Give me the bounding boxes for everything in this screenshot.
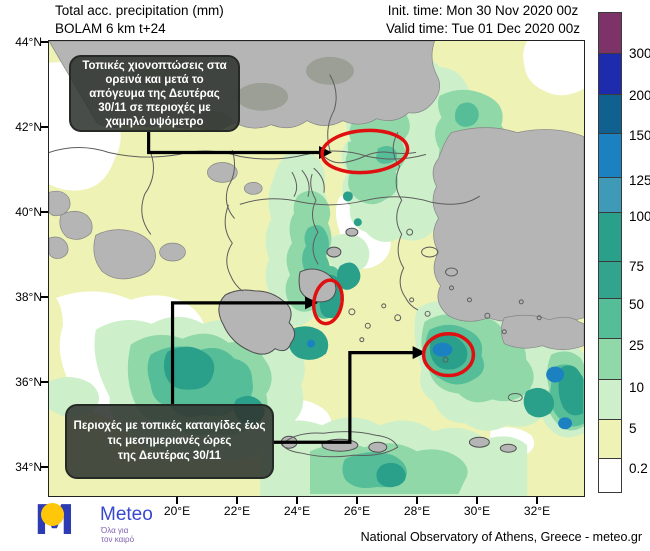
lat-tick xyxy=(41,296,48,298)
colorbar-segment xyxy=(598,94,622,134)
arrow-head-icon xyxy=(305,296,318,310)
lon-label: 32°E xyxy=(523,504,551,518)
lon-tick xyxy=(476,497,478,504)
lat-label: 38°N xyxy=(15,290,42,304)
colorbar-segment xyxy=(598,212,622,262)
annotation-box-storm: Περιοχές με τοπικές καταιγίδες έως τις με… xyxy=(65,404,274,479)
meteo-logo-tagline-line1: Όλα για xyxy=(101,526,129,535)
colorbar-label: 75 xyxy=(629,259,645,275)
lon-label: 24°E xyxy=(283,504,311,518)
annotation-line: Τοπικές χιονοπτώσεις στα xyxy=(82,59,227,72)
colorbar-segment xyxy=(598,338,622,380)
highlight-ellipse-north xyxy=(320,128,410,175)
colorbar-segment xyxy=(598,12,622,54)
gray-landmasses xyxy=(218,227,517,453)
lat-tick xyxy=(41,126,48,128)
lat-tick xyxy=(41,381,48,383)
lon-label: 22°E xyxy=(223,504,251,518)
meteo-logo-tagline-line2: τον καιρό xyxy=(101,535,135,544)
colorbar: 300 200 150 125 100 75 50 25 10 5 0.2 xyxy=(598,12,650,493)
annotation-line: χαμηλό υψόμετρο xyxy=(105,115,204,128)
colorbar-label: 300 xyxy=(629,46,650,62)
lat-label: 44°N xyxy=(15,35,42,49)
lon-tick xyxy=(356,497,358,504)
highlight-ellipses xyxy=(311,128,476,378)
annotation-line: ορεινά και μετά το xyxy=(105,73,204,86)
colorbar-segment xyxy=(598,458,622,493)
lon-label: 28°E xyxy=(403,504,431,518)
highlight-ellipse-attica xyxy=(311,278,344,326)
lat-label: 40°N xyxy=(15,205,42,219)
colorbar-label: 150 xyxy=(629,128,650,144)
lat-label: 42°N xyxy=(15,120,42,134)
lon-tick xyxy=(176,497,178,504)
annotation-line: 30/11 σε περιοχές με xyxy=(98,101,211,114)
colorbar-segment xyxy=(598,379,622,420)
map-title-block: Total acc. precipitation (mm) BOLAM 6 km… xyxy=(55,2,224,37)
annotation-box-storm-text: Περιοχές με τοπικές καταιγίδες έως τις με… xyxy=(73,419,266,464)
lon-label: 20°E xyxy=(163,504,191,518)
lat-label: 36°N xyxy=(15,375,42,389)
lon-label: 30°E xyxy=(463,504,491,518)
meteo-logo-sun-icon xyxy=(41,503,64,526)
arrow-storm-east xyxy=(273,351,414,444)
lon-tick xyxy=(416,497,418,504)
arrow-head-icon xyxy=(412,346,426,360)
lat-tick xyxy=(41,466,48,468)
model-subtitle: BOLAM 6 km t+24 xyxy=(55,20,166,36)
colorbar-segment xyxy=(598,133,622,178)
valid-time: Valid time: Tue 01 Dec 2020 00z xyxy=(385,20,581,36)
arrow-storm-west xyxy=(170,301,307,406)
annotation-line: τις μεσημεριανές ώρες xyxy=(107,435,232,447)
credit-text: National Observatory of Athens, Greece -… xyxy=(360,530,642,544)
colorbar-segment xyxy=(598,298,622,339)
init-time: Init. time: Mon 30 Nov 2020 00z xyxy=(387,3,579,18)
highlight-ellipse-southeast xyxy=(421,331,476,378)
lat-tick xyxy=(41,211,48,213)
colorbar-segment xyxy=(598,261,622,299)
colorbar-label: 200 xyxy=(629,88,650,104)
page-title: Total acc. precipitation (mm) xyxy=(55,3,224,18)
colorbar-label: 100 xyxy=(629,209,650,225)
colorbar-label: 50 xyxy=(629,297,645,313)
colorbar-segment xyxy=(598,53,622,95)
colorbar-label: 10 xyxy=(629,380,645,396)
colorbar-label: 125 xyxy=(629,173,650,189)
arrow-snow xyxy=(147,131,320,155)
annotation-line: Περιοχές με τοπικές καταιγίδες έως xyxy=(73,420,266,432)
colorbar-segment xyxy=(598,419,622,459)
meteo-logo: M Meteo Όλα για τον καιρό xyxy=(28,496,168,551)
annotation-line: απόγευμα της Δευτέρας xyxy=(89,87,220,100)
lon-tick xyxy=(536,497,538,504)
lon-tick xyxy=(296,497,298,504)
colorbar-label: 0.2 xyxy=(629,461,648,477)
colorbar-label: 25 xyxy=(629,338,645,354)
colorbar-segment xyxy=(598,177,622,213)
meteo-logo-name: Meteo xyxy=(100,504,153,525)
lat-tick xyxy=(41,41,48,43)
coastlines-borders xyxy=(49,74,542,458)
annotation-box-snow-text: Τοπικές χιονοπτώσεις στα ορεινά και μετά … xyxy=(75,59,234,129)
lon-label: 26°E xyxy=(343,504,371,518)
lat-label: 34°N xyxy=(15,460,42,474)
annotation-arrows xyxy=(147,131,414,444)
meteo-logo-tagline: Όλα για τον καιρό xyxy=(101,526,134,544)
annotation-box-snow: Τοπικές χιονοπτώσεις στα ορεινά και μετά … xyxy=(69,55,240,132)
lon-tick xyxy=(236,497,238,504)
annotation-line: της Δευτέρας 30/11 xyxy=(117,450,222,462)
colorbar-label: 5 xyxy=(629,421,637,437)
precip-extreme-areas xyxy=(307,339,573,430)
time-block: Init. time: Mon 30 Nov 2020 00z Valid ti… xyxy=(358,2,608,37)
